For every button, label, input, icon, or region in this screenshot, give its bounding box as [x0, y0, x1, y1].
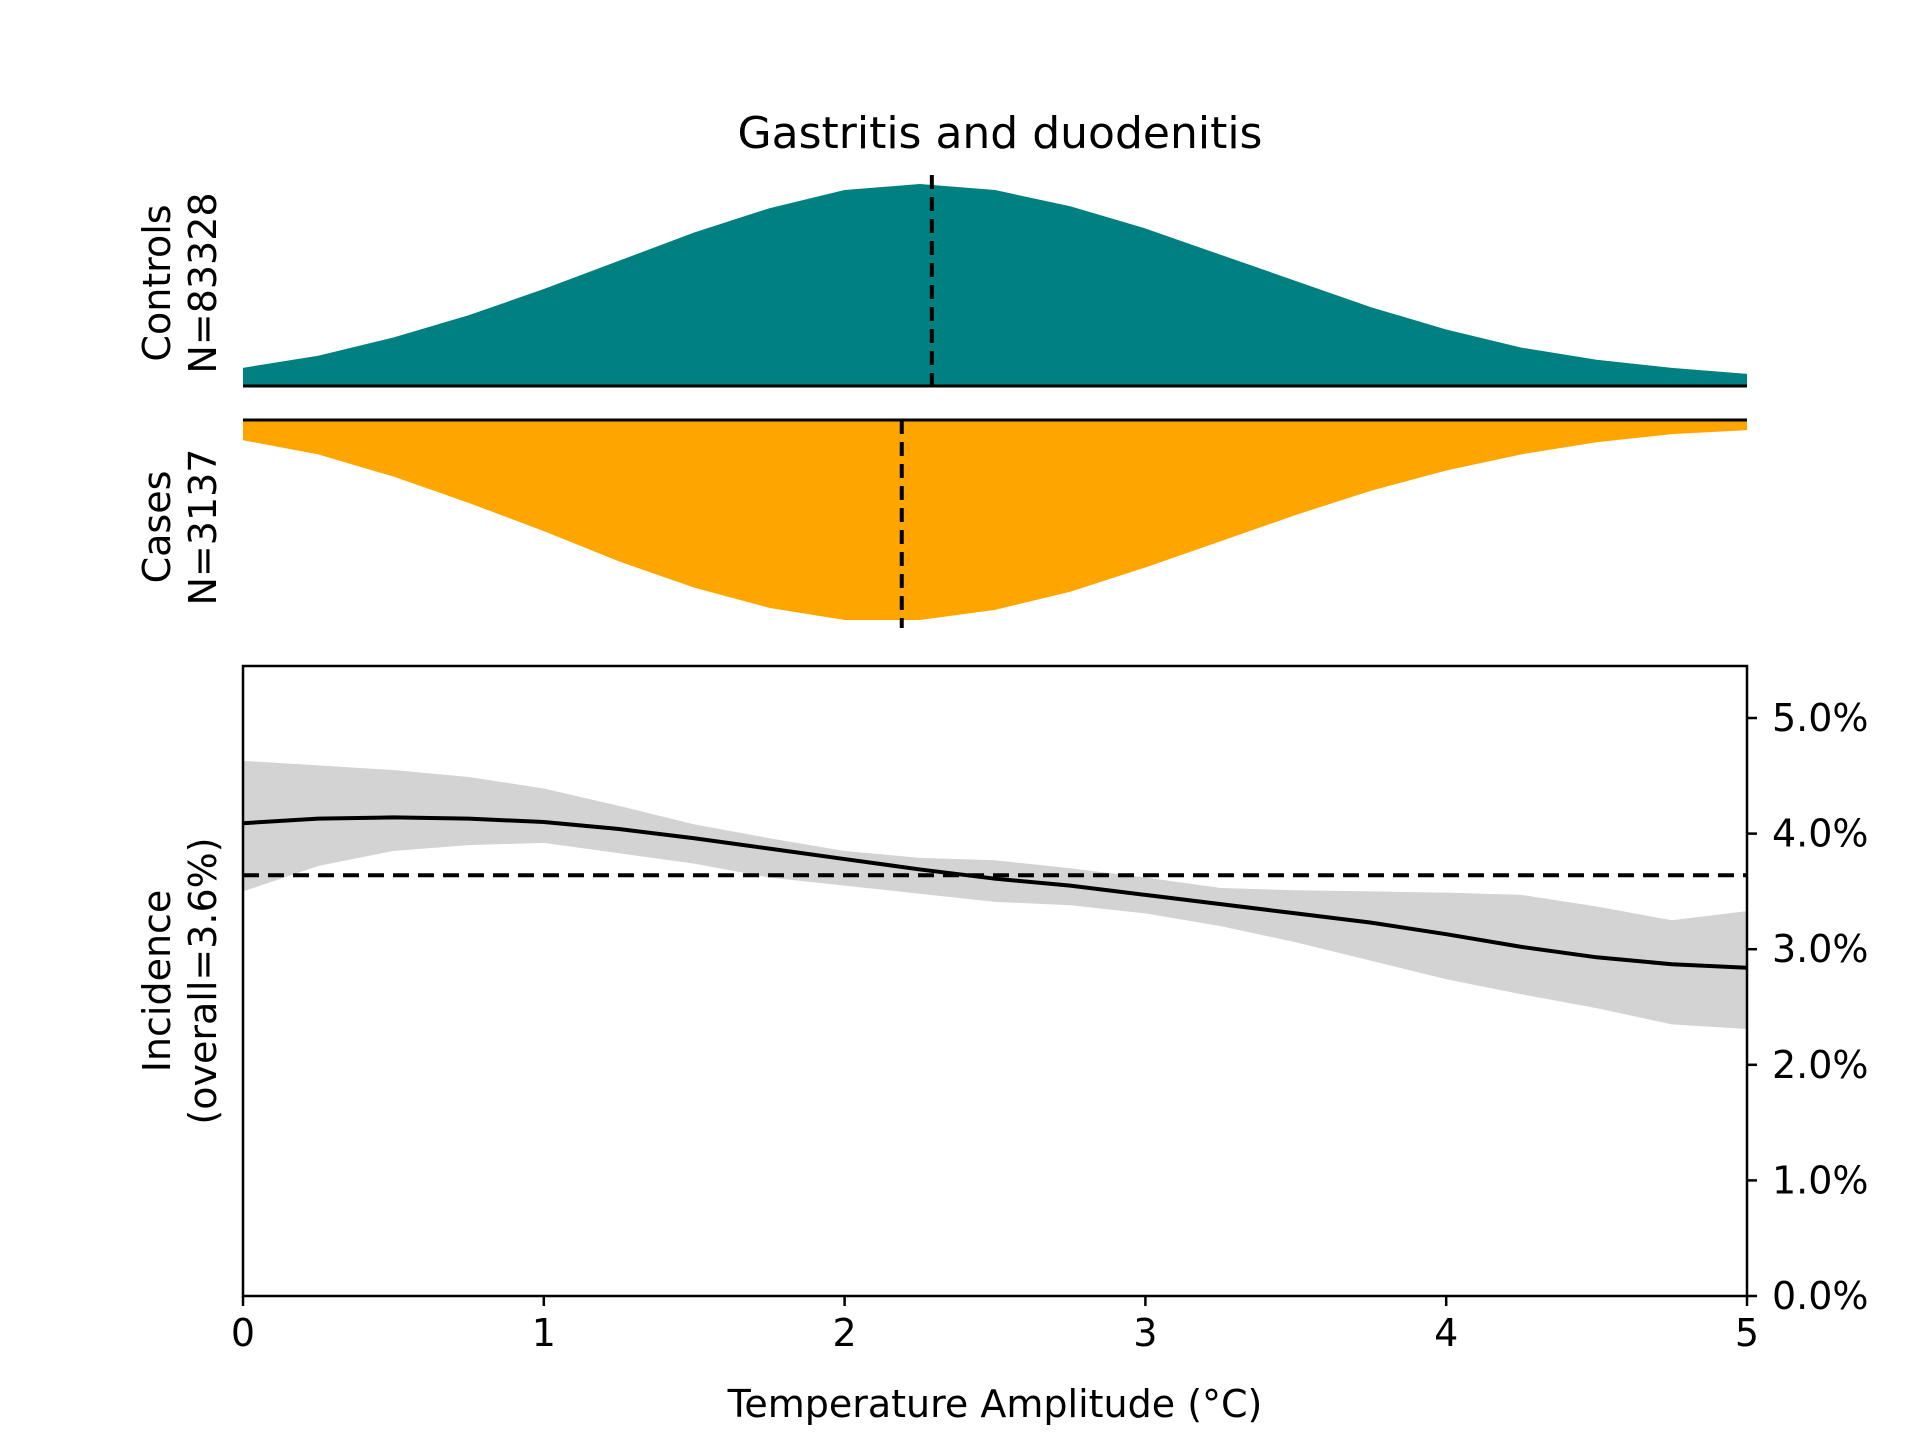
chart-title: Gastritis and duodenitis	[738, 108, 1263, 159]
y-tick-label: 3.0%	[1772, 927, 1869, 971]
y-tick-label: 2.0%	[1772, 1043, 1869, 1087]
incidence-panel: 0 1 2 3 4 5 0.0% 1.0% 2.0% 3.0% 4.0% 5.0% Temperat…	[135, 664, 1869, 1426]
y-tick-label: 0.0%	[1772, 1274, 1869, 1318]
y-tick-label: 5.0%	[1772, 696, 1869, 740]
x-axis: 0 1 2 3 4 5	[231, 1296, 1759, 1355]
y-tick-label: 4.0%	[1772, 812, 1869, 856]
controls-count: N=83328	[181, 192, 225, 373]
cases-count: N=3137	[181, 449, 225, 606]
cases-label: Cases	[135, 471, 179, 584]
x-tick-label: 5	[1735, 1311, 1759, 1355]
x-axis-label: Temperature Amplitude (°C)	[727, 1382, 1263, 1426]
y-tick-label: 1.0%	[1772, 1158, 1869, 1202]
x-tick-label: 1	[532, 1311, 556, 1355]
controls-density-area	[243, 184, 1747, 386]
controls-panel: Controls N=83328	[135, 175, 1747, 388]
y-axis-label-overall: (overall=3.6%)	[181, 837, 225, 1124]
x-tick-label: 4	[1434, 1311, 1458, 1355]
x-tick-label: 0	[231, 1311, 255, 1355]
cases-density-area	[243, 420, 1747, 620]
controls-label: Controls	[135, 204, 179, 361]
confidence-band	[243, 760, 1747, 1029]
plot-frame	[241, 664, 1749, 1298]
x-tick-label: 3	[1133, 1311, 1157, 1355]
y-axis-label: Incidence	[135, 890, 179, 1073]
y-axis-right: 0.0% 1.0% 2.0% 3.0% 4.0% 5.0%	[1747, 696, 1869, 1318]
incidence-line	[242, 815, 1748, 970]
x-tick-label: 2	[833, 1311, 857, 1355]
cases-panel: Cases N=3137	[135, 418, 1747, 628]
